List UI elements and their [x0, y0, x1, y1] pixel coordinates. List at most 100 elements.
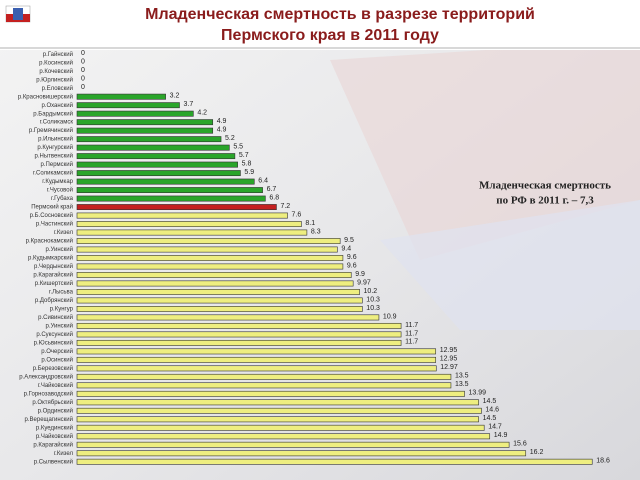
y-tick-label: р.Березовский: [33, 365, 73, 372]
data-label: 5.9: [244, 169, 254, 176]
data-label: 18.6: [596, 458, 610, 465]
y-tick-label: р.Юсьвинский: [34, 339, 73, 346]
bar: [76, 178, 255, 185]
annotation: Младенческая смертность: [479, 180, 611, 192]
data-label: 10.3: [366, 296, 380, 303]
y-tick-label: р.Октябрьский: [32, 399, 73, 406]
bar: [76, 204, 277, 210]
bar: [76, 272, 352, 278]
data-label: 13.99: [469, 390, 487, 397]
y-tick-label: р.Чердынский: [34, 263, 73, 270]
annotation: по РФ в 2011 г. – 7,3: [496, 195, 594, 207]
bar: [76, 229, 308, 236]
y-tick-label: р.Уинский: [45, 322, 73, 329]
data-label: 6.7: [267, 186, 277, 193]
data-label: 14.9: [494, 432, 508, 439]
data-label: 10.2: [364, 288, 378, 295]
y-tick-label: р.Чайковский: [36, 433, 73, 440]
bar: [76, 450, 527, 457]
y-tick-label: р.Нытвенский: [35, 153, 74, 160]
y-tick-label: р.Очерский: [41, 348, 73, 355]
bar: [76, 263, 344, 270]
y-tick-label: р.Бардымский: [33, 110, 73, 117]
bar: [76, 407, 482, 414]
data-label: 3.2: [170, 93, 180, 100]
bar: [76, 195, 266, 202]
y-tick-label: р.Краснокамский: [26, 238, 73, 245]
data-label: 12.95: [440, 347, 458, 354]
y-tick-label: р.Косинский: [39, 59, 73, 66]
bar: [76, 373, 452, 380]
y-tick-label: р.Частинский: [36, 221, 73, 228]
bar: [76, 433, 491, 440]
bar: [76, 382, 452, 389]
y-tick-label: Пермский край: [31, 204, 73, 211]
y-tick-label: г.Чусовой: [47, 187, 73, 194]
data-label: 0: [81, 50, 85, 57]
y-tick-label: р.Б.Сосновский: [30, 212, 73, 219]
chart-title: Младенческая смертность в разрезе террит…: [145, 6, 535, 23]
data-label: 6.4: [258, 177, 268, 184]
data-label: 9.6: [347, 262, 357, 269]
bar: [76, 339, 402, 346]
y-tick-label: р.Кочевский: [39, 68, 73, 75]
data-label: 4.9: [217, 118, 227, 125]
bar: [76, 127, 214, 134]
data-label: 9.5: [344, 237, 354, 244]
data-label: 15.6: [513, 441, 527, 448]
data-label: 4.2: [197, 110, 207, 117]
y-tick-label: г.Соликамский: [33, 170, 73, 177]
y-tick-label: г.Соликамск: [40, 120, 74, 126]
y-tick-label: р.Суксунский: [36, 331, 73, 338]
bar: [76, 322, 402, 329]
y-tick-label: р.Горнозаводский: [24, 390, 73, 397]
y-tick-label: г.Лысьва: [49, 290, 74, 296]
data-label: 9.97: [357, 279, 371, 286]
data-label: 9.4: [341, 245, 351, 252]
data-label: 5.8: [242, 160, 252, 167]
data-label: 9.9: [355, 271, 365, 278]
y-tick-label: р.Ординский: [38, 407, 73, 414]
data-label: 13.5: [455, 381, 469, 388]
chart-title: Пермского края в 2011 году: [221, 27, 439, 44]
bar: [76, 390, 465, 397]
data-label: 9.6: [347, 254, 357, 261]
data-label: 16.2: [530, 449, 544, 456]
y-tick-label: р.Карагайский: [33, 441, 73, 448]
bar: [76, 153, 236, 160]
data-label: 3.7: [183, 101, 193, 108]
data-label: 11.7: [405, 322, 418, 329]
bar: [76, 365, 437, 372]
y-tick-label: г.Кудымкар: [42, 179, 73, 185]
y-tick-label: г.Кизел: [54, 451, 74, 457]
y-tick-label: р.Юрлинский: [36, 76, 73, 83]
bar: [76, 161, 238, 168]
y-tick-label: р.Гремячинский: [29, 127, 73, 134]
bar: [76, 246, 338, 253]
y-tick-label: р.Уинский: [45, 246, 73, 253]
bar: [76, 297, 363, 304]
y-tick-label: р.Осинский: [41, 356, 73, 363]
data-label: 8.3: [311, 228, 321, 235]
y-tick-label: р.Еловский: [42, 85, 73, 92]
y-tick-label: р.Оханский: [41, 102, 73, 109]
y-tick-label: р.Красновишерский: [18, 93, 73, 100]
data-label: 12.97: [440, 364, 458, 371]
bg-shape: [380, 200, 640, 330]
y-tick-label: р.Кунгур: [50, 307, 74, 313]
data-label: 0: [81, 59, 85, 66]
data-label: 5.7: [239, 152, 249, 159]
data-label: 13.5: [455, 373, 469, 380]
header: [0, 0, 640, 50]
y-tick-label: г.Губаха: [51, 196, 74, 202]
data-label: 11.7: [405, 339, 418, 346]
y-tick-label: р.Карагайский: [33, 272, 73, 279]
data-label: 14.5: [483, 415, 497, 422]
bar: [76, 356, 437, 363]
y-tick-label: р.Пермский: [41, 161, 73, 168]
bar: [76, 212, 288, 219]
bar: [76, 289, 360, 295]
data-label: 14.7: [488, 424, 502, 431]
data-label: 12.95: [440, 356, 458, 363]
